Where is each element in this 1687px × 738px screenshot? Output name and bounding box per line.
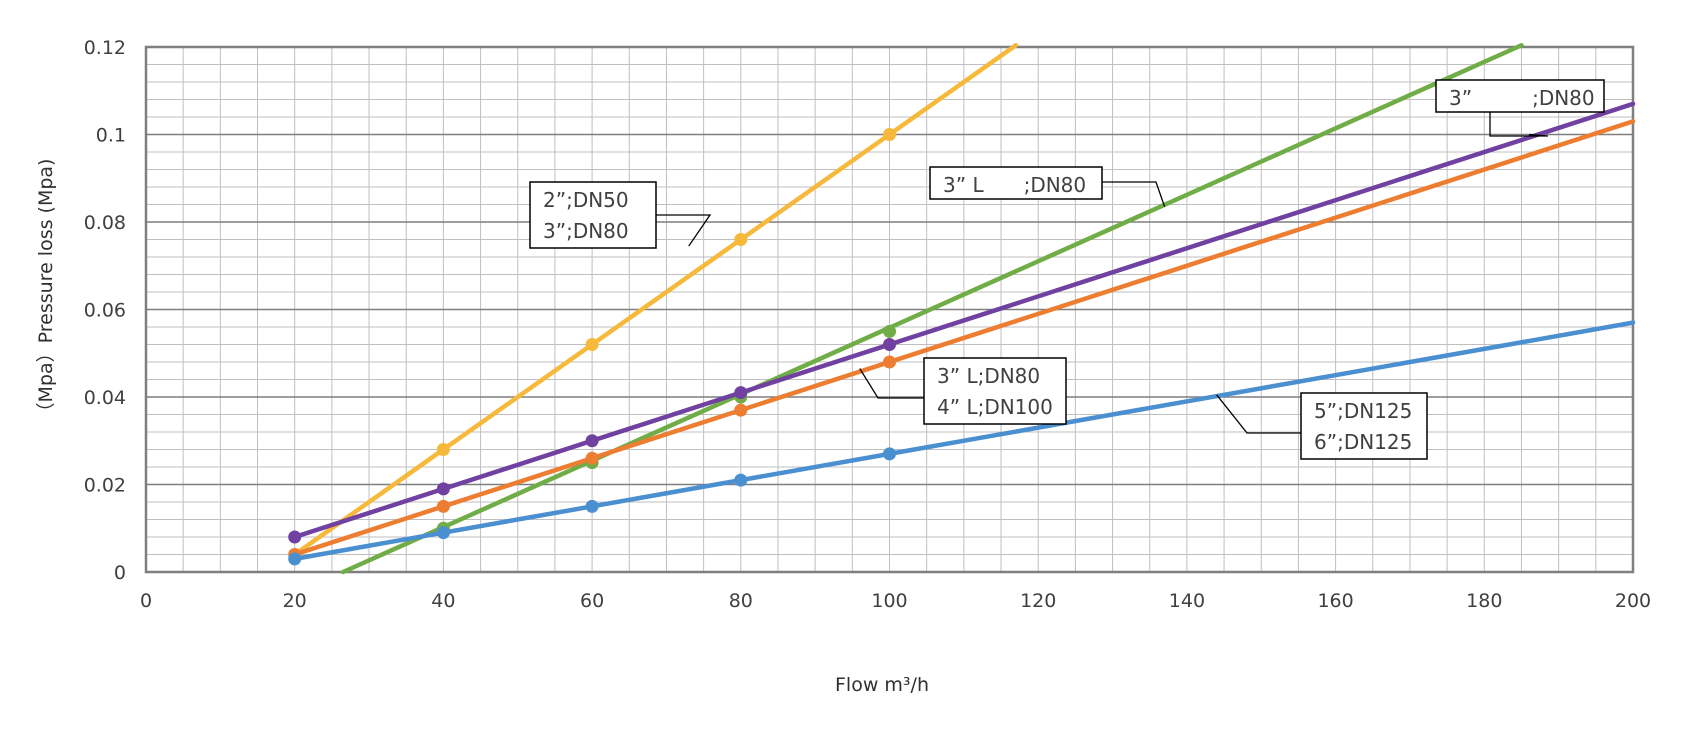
- tick-labels: 0 20 40 60 80 100 120 140 160 180 200 0 0.02 0.04 0.06…: [84, 37, 1651, 612]
- callout-box: [1435, 79, 1605, 113]
- series-line: [292, 43, 1019, 557]
- data-point: [883, 324, 896, 338]
- data-point: [734, 386, 748, 400]
- callout-1: 3” L ;DN80: [929, 166, 1166, 207]
- callout-label: 5”;DN125: [1314, 399, 1412, 423]
- callout-box: [1300, 392, 1428, 460]
- callout-box: [929, 166, 1103, 200]
- data-point: [883, 128, 896, 141]
- data-point: [436, 443, 450, 456]
- x-tick-label: 0: [140, 590, 152, 612]
- x-tick-label: 180: [1466, 590, 1502, 612]
- data-point: [734, 233, 748, 246]
- callout-leader: [656, 214, 712, 247]
- y-tick-label: 0: [114, 562, 126, 584]
- callouts: 2”;DN50 3”;DN80 3” L ;DN80 3” ;DN80 3” L;DN8…: [529, 79, 1605, 460]
- data-point: [436, 526, 450, 540]
- data-point: [436, 482, 450, 496]
- data-point: [734, 473, 748, 487]
- data-point: [883, 338, 896, 351]
- series-line: [292, 320, 1636, 562]
- series-4: [288, 320, 1636, 566]
- callout-0: 2”;DN50 3”;DN80: [529, 181, 712, 249]
- series-0: [288, 43, 1019, 561]
- x-tick-label: 60: [580, 590, 604, 612]
- series-1: [340, 43, 1524, 575]
- callout-label: 3” L;DN80: [937, 364, 1040, 388]
- x-tick-label: 160: [1317, 590, 1353, 612]
- data-point: [883, 447, 896, 461]
- y-tick-label: 0.02: [84, 475, 126, 497]
- grid: [144, 45, 1635, 574]
- callout-label: 4” L;DN100: [937, 395, 1053, 419]
- series-line: [340, 43, 1524, 575]
- callout-4: 5”;DN125 6”;DN125: [1216, 392, 1428, 460]
- x-tick-label: 120: [1020, 590, 1056, 612]
- data-point: [585, 451, 599, 465]
- y-axis-title: （Mpa）Pressure loss (Mpa): [35, 159, 57, 422]
- y-tick-label: 0.06: [84, 300, 126, 322]
- data-point: [585, 338, 599, 351]
- y-tick-label: 0.04: [84, 387, 126, 409]
- x-tick-label: 20: [283, 590, 307, 612]
- x-tick-label: 140: [1169, 590, 1205, 612]
- callout-label: 3” L ;DN80: [943, 173, 1086, 197]
- x-tick-label: 80: [729, 590, 753, 612]
- data-point: [585, 434, 599, 448]
- x-tick-label: 40: [431, 590, 455, 612]
- series-2: [288, 101, 1636, 544]
- series-line: [292, 101, 1636, 540]
- data-point: [734, 403, 748, 417]
- data-point: [585, 499, 599, 513]
- x-tick-label: 100: [871, 590, 907, 612]
- series-layer: [288, 43, 1636, 575]
- series-line: [292, 119, 1636, 557]
- y-tick-label: 0.08: [84, 212, 126, 234]
- callout-label: 2”;DN50: [543, 188, 629, 212]
- callout-box: [923, 357, 1067, 425]
- data-point: [288, 530, 302, 544]
- y-tick-label: 0.12: [84, 37, 126, 59]
- callout-label: 3” ;DN80: [1449, 86, 1595, 110]
- x-axis-title: Flow m³/h: [835, 674, 929, 696]
- x-tick-label: 200: [1615, 590, 1651, 612]
- series-3: [288, 119, 1636, 561]
- callout-label: 6”;DN125: [1314, 430, 1412, 454]
- callout-leader: [1489, 112, 1549, 137]
- data-point: [436, 499, 450, 513]
- callout-label: 3”;DN80: [543, 219, 629, 243]
- callout-3: 3” L;DN80 4” L;DN100: [859, 357, 1067, 425]
- callout-box: [529, 181, 657, 249]
- callout-leader: [1102, 181, 1166, 207]
- callout-leader: [859, 368, 924, 399]
- callout-2: 3” ;DN80: [1435, 79, 1605, 137]
- y-tick-label: 0.1: [96, 125, 126, 147]
- data-point: [288, 552, 302, 566]
- data-point: [883, 355, 896, 369]
- callout-leader: [1216, 394, 1301, 434]
- plot-frame: [144, 45, 1635, 574]
